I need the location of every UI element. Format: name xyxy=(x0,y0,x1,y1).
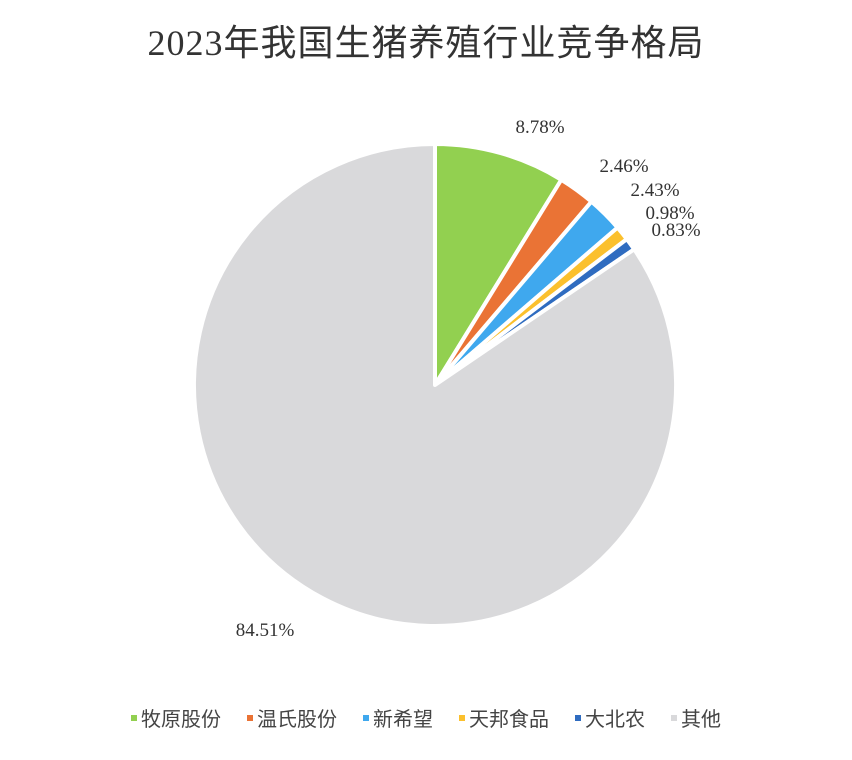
legend: 牧原股份 温氏股份 新希望 天邦食品 大北农 其他 xyxy=(0,703,852,732)
legend-swatch xyxy=(671,714,677,721)
legend-swatch xyxy=(363,714,369,721)
legend-swatch xyxy=(459,714,465,721)
legend-item: 其他 xyxy=(671,703,721,732)
legend-label: 其他 xyxy=(681,709,721,731)
legend-item: 温氏股份 xyxy=(247,703,337,732)
data-label: 2.43% xyxy=(630,180,679,201)
pie-chart: 8.78% 2.46% 2.43%0.98%0.83% 84.51% xyxy=(192,117,701,641)
pie-slice-0 xyxy=(433,142,564,387)
legend-swatch xyxy=(131,714,137,721)
legend-label: 温氏股份 xyxy=(257,709,337,731)
legend-label: 大北农 xyxy=(585,709,645,731)
legend-label: 天邦食品 xyxy=(469,709,549,731)
data-label: 0.98% xyxy=(645,203,694,224)
legend-swatch xyxy=(247,714,253,721)
data-label: 2.46% xyxy=(599,156,648,177)
legend-item: 天邦食品 xyxy=(459,703,549,732)
legend-item: 新希望 xyxy=(363,703,433,732)
legend-item: 牧原股份 xyxy=(131,703,221,732)
legend-swatch xyxy=(575,714,581,721)
chart-title: 2023年我国生猪养殖行业竞争格局 xyxy=(147,23,705,63)
data-label: 8.78% xyxy=(515,117,564,138)
legend-label: 牧原股份 xyxy=(141,709,221,731)
legend-item: 大北农 xyxy=(575,703,645,732)
data-label: 84.51% xyxy=(236,620,295,641)
data-label: 0.83% xyxy=(651,220,700,241)
legend-label: 新希望 xyxy=(373,709,433,731)
pie-slice-5 xyxy=(192,142,678,628)
